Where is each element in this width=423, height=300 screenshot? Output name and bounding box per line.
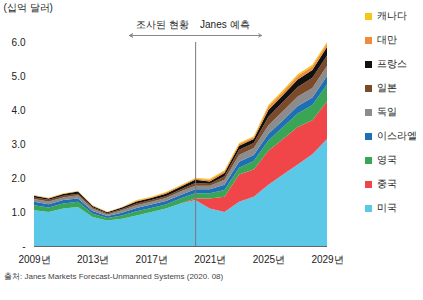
svg-text:3.0: 3.0 [12, 139, 26, 150]
html-text:출처: Janes Markets Forecast-Unm: 출처: Janes Markets Forecast-Unmanned Syst… [4, 272, 224, 281]
html-text:미국: 미국 [377, 202, 397, 213]
svg-text:조사된 현황: 조사된 현황 [136, 19, 189, 30]
html-text:대만: 대만 [377, 34, 397, 45]
svg-text:4.0: 4.0 [12, 105, 26, 116]
svg-text:2029년: 2029년 [311, 254, 343, 265]
svg-text:2025년: 2025년 [253, 254, 285, 265]
svg-text:6.0: 6.0 [12, 37, 26, 48]
svg-text:2009년: 2009년 [18, 254, 50, 265]
svg-text:5.0: 5.0 [12, 71, 26, 82]
html-text:캐나다: 캐나다 [377, 10, 407, 21]
svg-text:1.0: 1.0 [12, 207, 26, 218]
svg-text:2013년: 2013년 [77, 254, 109, 265]
html-text:일본: 일본 [377, 82, 397, 93]
svg-text:-: - [22, 241, 25, 252]
html-text:영국: 영국 [377, 154, 397, 165]
html-text:프랑스: 프랑스 [377, 58, 407, 69]
svg-text:2017년: 2017년 [136, 254, 168, 265]
svg-text:(십억 달러): (십억 달러) [4, 2, 53, 13]
html-text:중국: 중국 [377, 178, 397, 189]
html-text:독일: 독일 [377, 106, 397, 117]
html-text:이스라엘: 이스라엘 [377, 130, 417, 141]
svg-text:2.0: 2.0 [12, 173, 26, 184]
svg-text:Janes 예측: Janes 예측 [200, 19, 249, 30]
svg-text:2021년: 2021년 [194, 254, 226, 265]
